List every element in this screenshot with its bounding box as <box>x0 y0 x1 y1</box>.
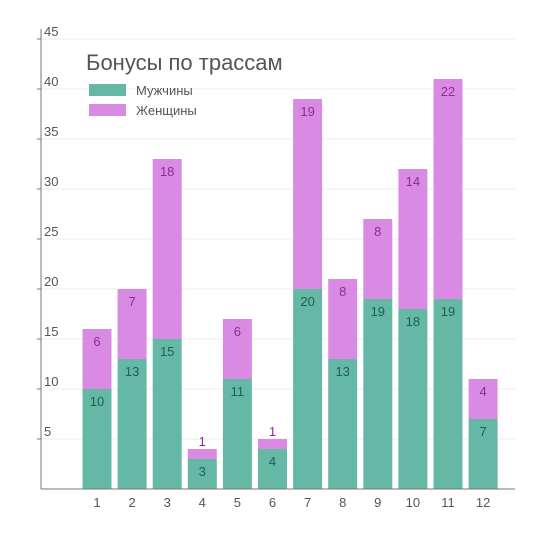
bar-segment-women <box>433 79 463 299</box>
bar-value-label: 19 <box>371 304 385 319</box>
bar-segment-women <box>187 449 217 459</box>
bar-value-label: 10 <box>90 394 104 409</box>
legend-label: Женщины <box>136 103 197 118</box>
y-tick-label: 45 <box>44 24 58 39</box>
bar-segment-women <box>468 379 498 419</box>
x-tick-label: 12 <box>476 495 490 510</box>
bar-value-label: 22 <box>441 84 455 99</box>
bar-segment-men <box>468 419 498 489</box>
bar-segment-women <box>293 99 323 289</box>
bar-value-label: 1 <box>269 424 276 439</box>
x-tick-label: 1 <box>93 495 100 510</box>
bar-segment-women <box>222 319 252 379</box>
y-tick-label: 25 <box>44 224 58 239</box>
bar-segment-men <box>187 459 217 489</box>
y-axis: 5 10 15 20 25 30 35 40 45 <box>37 24 58 489</box>
bar-value-label: 4 <box>479 384 486 399</box>
bar-segment-women <box>258 439 287 449</box>
bar-segment-men <box>82 389 112 489</box>
bar-value-label: 13 <box>125 364 139 379</box>
bar-value-label: 3 <box>199 464 206 479</box>
x-tick-label: 4 <box>199 495 206 510</box>
legend-swatch <box>89 104 126 116</box>
bar-segment-men <box>117 359 147 489</box>
bar-value-label: 19 <box>441 304 455 319</box>
bar-segment-men <box>328 359 358 489</box>
bar-value-label: 6 <box>234 324 241 339</box>
bar-value-label: 18 <box>160 164 174 179</box>
x-tick-label: 8 <box>339 495 346 510</box>
y-tick-label: 15 <box>44 324 58 339</box>
y-tick-label: 30 <box>44 174 58 189</box>
bar-value-label: 15 <box>160 344 174 359</box>
x-tick-label: 3 <box>164 495 171 510</box>
bar-value-label: 14 <box>406 174 420 189</box>
legend-swatch <box>89 84 126 96</box>
bar-value-label: 8 <box>374 224 381 239</box>
bar-segment-women <box>82 329 112 389</box>
bar-segment-women <box>152 159 182 339</box>
bar-value-label: 19 <box>300 104 314 119</box>
x-tick-label: 7 <box>304 495 311 510</box>
bar-segment-women <box>363 219 393 299</box>
bar-segment-men <box>363 299 393 489</box>
y-tick-label: 10 <box>44 374 58 389</box>
bar-segment-men <box>152 339 182 489</box>
bar-segment-women <box>328 279 358 359</box>
bar-value-label: 20 <box>300 294 314 309</box>
y-tick-label: 35 <box>44 124 58 139</box>
bar-segment-women <box>117 289 147 359</box>
bar-segment-men <box>258 449 287 489</box>
y-tick-label: 20 <box>44 274 58 289</box>
bar-value-label: 4 <box>269 454 276 469</box>
bar-value-label: 7 <box>479 424 486 439</box>
bar-value-label: 6 <box>93 334 100 349</box>
legend: Мужчины Женщины <box>89 83 197 118</box>
bar-segment-men <box>222 379 252 489</box>
bar-segment-men <box>293 289 323 489</box>
y-tick-label: 5 <box>44 424 51 439</box>
chart-title-group: Бонусы по трассам <box>86 50 283 75</box>
bar-value-label: 1 <box>199 434 206 449</box>
legend-label: Мужчины <box>136 83 193 98</box>
x-tick-label: 5 <box>234 495 241 510</box>
bar-value-label: 18 <box>406 314 420 329</box>
bar-value-label: 11 <box>231 384 245 399</box>
x-axis: 1 2 3 4 5 6 7 8 9 10 11 12 <box>41 488 515 510</box>
bar-value-label: 13 <box>335 364 349 379</box>
bar-segment-men <box>433 299 463 489</box>
x-tick-label: 10 <box>406 495 420 510</box>
x-tick-label: 6 <box>269 495 276 510</box>
bar-segment-men <box>398 309 428 489</box>
x-tick-label: 11 <box>441 495 455 510</box>
y-tick-label: 40 <box>44 74 58 89</box>
bar-segment-women <box>398 169 428 309</box>
x-tick-label: 9 <box>374 495 381 510</box>
x-tick-label: 2 <box>128 495 135 510</box>
bar-value-label: 8 <box>339 284 346 299</box>
bar-value-label: 7 <box>128 294 135 309</box>
chart-title: Бонусы по трассам <box>86 50 283 75</box>
